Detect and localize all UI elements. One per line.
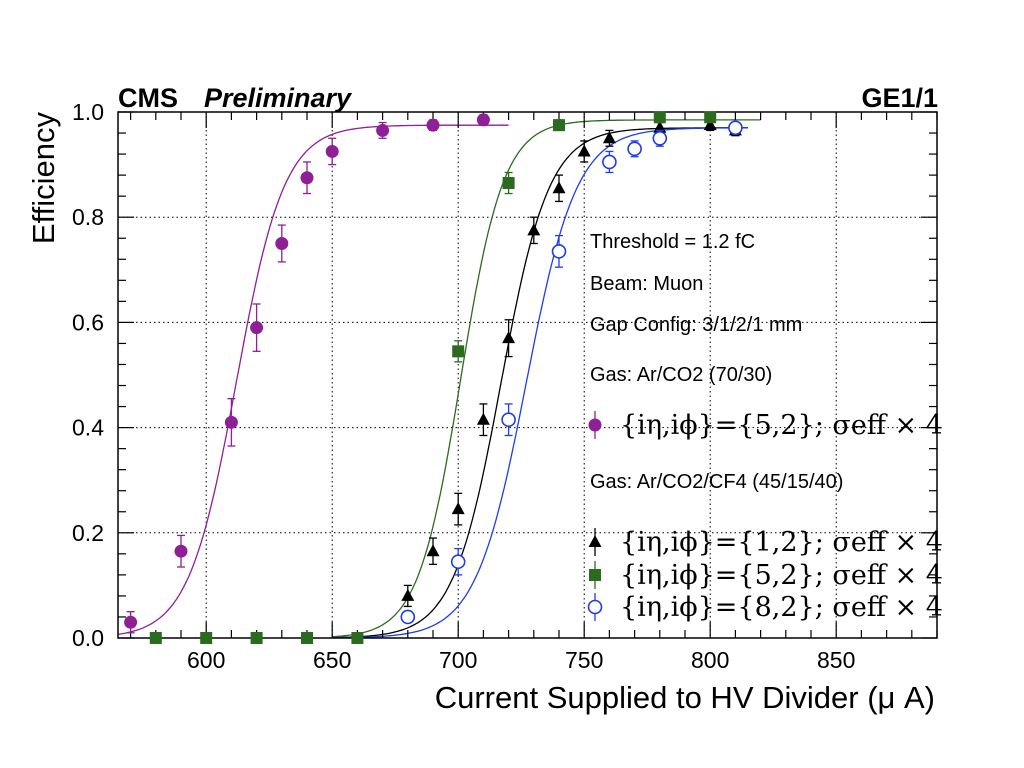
data-point-series-1 bbox=[703, 118, 717, 131]
x-axis-title: Current Supplied to HV Divider (μ A) bbox=[435, 680, 935, 715]
data-point-series-1 bbox=[476, 412, 490, 425]
x-tick-label: 800 bbox=[691, 647, 729, 673]
legend-group-label: Gas: Ar/CO2/CF4 (45/15/40) bbox=[590, 471, 843, 493]
x-tick-label: 750 bbox=[565, 647, 603, 673]
data-point-series-0 bbox=[476, 113, 490, 127]
data-point-series-1 bbox=[426, 544, 440, 557]
legend-entry-label: {iη,iϕ}={1,2}; σeff × 4 bbox=[620, 527, 943, 558]
fit-curves bbox=[117, 119, 761, 639]
experiment-label: CMS bbox=[118, 83, 178, 113]
x-tick-label: 600 bbox=[187, 647, 225, 673]
data-point-series-0 bbox=[275, 237, 289, 250]
fit-curve-series-0 bbox=[117, 124, 509, 636]
annotation-text: Threshold = 1.2 fC bbox=[590, 231, 755, 253]
x-tick-label: 850 bbox=[817, 647, 855, 673]
detector-label: GE1/1 bbox=[861, 83, 938, 113]
legend-marker bbox=[588, 418, 602, 432]
legend-entry-label: {iη,iϕ}={5,2}; σeff × 4 bbox=[620, 410, 943, 441]
data-point-series-0 bbox=[224, 415, 238, 429]
data-point-series-2 bbox=[200, 632, 213, 644]
data-point-series-3 bbox=[450, 554, 466, 570]
x-tick-label: 650 bbox=[313, 647, 351, 673]
y-tick-label: 0.6 bbox=[72, 309, 104, 335]
data-point-series-3 bbox=[627, 141, 642, 157]
y-tick-label: 0.0 bbox=[72, 625, 104, 651]
data-point-series-0 bbox=[174, 544, 188, 558]
axis-ticks: 600 650 700 750 800 850 0.0 0.2 0.4 0.6 0.8 1.0 bbox=[72, 99, 938, 673]
fit-curve-series-3 bbox=[332, 127, 748, 639]
data-point-series-1 bbox=[401, 588, 415, 601]
y-tick-label: 0.8 bbox=[72, 204, 104, 230]
x-tick-label: 700 bbox=[439, 647, 477, 673]
data-point-series-0 bbox=[376, 123, 390, 137]
fit-curve-series-2 bbox=[332, 119, 761, 638]
legend-entry-label: {iη,iϕ}={5,2}; σeff × 4 bbox=[620, 560, 943, 591]
y-tick-label: 0.2 bbox=[72, 520, 104, 546]
data-point-series-2 bbox=[250, 632, 263, 644]
data-point-series-0 bbox=[250, 321, 264, 335]
data-point-series-0 bbox=[300, 171, 314, 185]
status-label: Preliminary bbox=[204, 83, 353, 113]
data-point-series-3 bbox=[501, 412, 516, 428]
legend-group-label: Gas: Ar/CO2 (70/30) bbox=[590, 364, 772, 386]
data-point-series-0 bbox=[124, 615, 138, 629]
data-point-series-1 bbox=[602, 131, 616, 144]
legend-marker bbox=[588, 535, 602, 547]
fit-curve-series-1 bbox=[332, 127, 748, 639]
data-point-series-1 bbox=[451, 502, 465, 515]
data-point-series-0 bbox=[325, 144, 339, 158]
y-tick-label: 0.4 bbox=[72, 415, 104, 441]
data-point-series-3 bbox=[551, 244, 567, 259]
data-point-series-2 bbox=[553, 119, 565, 132]
data-point-series-3 bbox=[602, 154, 617, 170]
data-point-series-2 bbox=[502, 177, 515, 190]
data-point-series-2 bbox=[301, 632, 313, 644]
data-point-series-2 bbox=[149, 632, 162, 644]
data-point-series-3 bbox=[728, 120, 743, 136]
annotation-text: Gap Config: 3/1/2/1 mm bbox=[590, 314, 802, 336]
data-point-series-1 bbox=[527, 223, 541, 236]
data-point-series-1 bbox=[577, 144, 591, 157]
y-tick-label: 1.0 bbox=[72, 99, 104, 125]
data-point-series-1 bbox=[502, 331, 516, 344]
data-point-series-3 bbox=[400, 609, 416, 625]
legend-entry-label: {iη,iϕ}={8,2}; σeff × 4 bbox=[620, 592, 943, 623]
legend: Threshold = 1.2 fC Beam: Muon Gap Config: … bbox=[587, 231, 943, 623]
data-point-series-2 bbox=[452, 345, 465, 358]
plot-border bbox=[117, 111, 938, 639]
y-axis-title: Efficiency bbox=[26, 112, 61, 245]
data-point-series-2 bbox=[351, 632, 364, 644]
data-point-series-2 bbox=[653, 111, 666, 124]
data-points bbox=[124, 111, 743, 644]
legend-marker bbox=[587, 599, 603, 615]
data-point-series-2 bbox=[704, 111, 717, 124]
legend-marker bbox=[589, 569, 601, 581]
plot-frame bbox=[117, 111, 938, 639]
data-point-series-0 bbox=[426, 118, 440, 132]
data-point-series-3 bbox=[652, 131, 668, 146]
data-point-series-1 bbox=[552, 181, 566, 194]
annotation-text: Beam: Muon bbox=[590, 273, 703, 295]
